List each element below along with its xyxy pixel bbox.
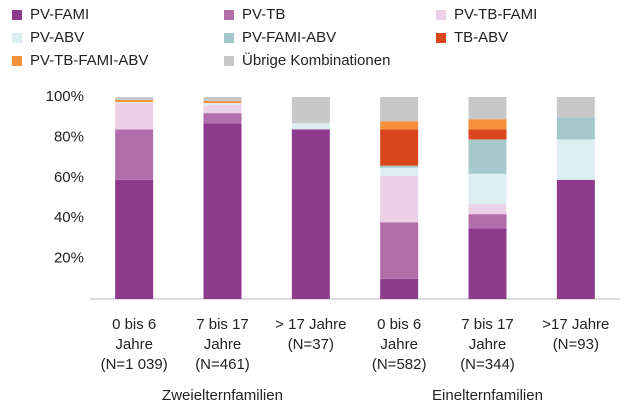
bar-segment bbox=[380, 175, 419, 223]
bar-segment bbox=[115, 103, 154, 130]
bar-segment bbox=[203, 113, 242, 124]
x-tick-label: 0 bis 6 bbox=[377, 316, 421, 333]
bar-segment bbox=[556, 117, 595, 140]
x-tick-label: Jahre bbox=[469, 336, 507, 353]
bar-segment bbox=[468, 228, 507, 299]
legend-label: PV-FAMI bbox=[30, 6, 89, 23]
x-tick-label: > 17 Jahre bbox=[275, 316, 346, 333]
bar-segment bbox=[468, 214, 507, 229]
bar-segment bbox=[380, 167, 419, 176]
bar-segment bbox=[291, 97, 330, 124]
legend-swatch bbox=[12, 10, 22, 20]
bar-segment bbox=[115, 129, 154, 180]
bar-segment bbox=[203, 123, 242, 299]
legend-label: PV-TB bbox=[242, 6, 285, 23]
group-label: Zweielternfamilien bbox=[162, 387, 283, 404]
legend-swatch bbox=[224, 10, 234, 20]
legend-swatch bbox=[12, 33, 22, 43]
bar-segment bbox=[203, 105, 242, 114]
x-tick-label: (N=1 039) bbox=[101, 356, 168, 373]
y-tick-label: 80% bbox=[54, 128, 84, 145]
x-tick-label: 7 bis 17 bbox=[196, 316, 249, 333]
legend-label: PV-FAMI-ABV bbox=[242, 29, 336, 46]
legend-swatch bbox=[436, 33, 446, 43]
bar-segment bbox=[380, 165, 419, 168]
bar-segment bbox=[556, 139, 595, 180]
bar-segment bbox=[380, 129, 419, 166]
bar-segment bbox=[203, 101, 242, 104]
x-tick-label: (N=37) bbox=[288, 336, 334, 353]
bar-segment bbox=[556, 97, 595, 118]
bar-segment bbox=[380, 222, 419, 279]
bar-segment bbox=[115, 100, 154, 103]
x-tick-label: (N=93) bbox=[553, 336, 599, 353]
bar-segment bbox=[291, 123, 330, 130]
x-tick-label: (N=461) bbox=[195, 356, 250, 373]
group-label: Einelternfamilien bbox=[432, 387, 543, 404]
x-tick-label: >17 Jahre bbox=[542, 316, 609, 333]
bar-segment bbox=[468, 97, 507, 120]
bar-segment bbox=[115, 102, 154, 104]
y-tick-label: 20% bbox=[54, 250, 84, 267]
bar-segment bbox=[203, 97, 242, 102]
legend-label: PV-ABV bbox=[30, 29, 84, 46]
bar-segment bbox=[380, 278, 419, 299]
x-tick-label: (N=582) bbox=[372, 356, 427, 373]
x-tick-label: Jahre bbox=[115, 336, 153, 353]
bar-segment bbox=[468, 119, 507, 130]
bar-segment bbox=[291, 129, 330, 299]
y-tick-label: 60% bbox=[54, 169, 84, 186]
bar-segment bbox=[115, 97, 154, 101]
x-tick-label: 7 bis 17 bbox=[461, 316, 514, 333]
legend-label: PV-TB-FAMI bbox=[454, 6, 537, 23]
legend-swatch bbox=[12, 56, 22, 66]
bar-segment bbox=[380, 121, 419, 130]
legend-label: PV-TB-FAMI-ABV bbox=[30, 52, 148, 69]
legend-label: Übrige Kombinationen bbox=[242, 51, 390, 69]
x-tick-label: 0 bis 6 bbox=[112, 316, 156, 333]
bar-segment bbox=[468, 129, 507, 140]
legend-swatch bbox=[224, 33, 234, 43]
bar-segment bbox=[468, 204, 507, 215]
x-tick-label: Jahre bbox=[204, 336, 242, 353]
bar-segment bbox=[468, 173, 507, 205]
bar-segment bbox=[380, 97, 419, 122]
legend-label: TB-ABV bbox=[454, 29, 508, 46]
x-tick-label: (N=344) bbox=[460, 356, 515, 373]
legend-swatch bbox=[436, 10, 446, 20]
bar-segment bbox=[115, 179, 154, 299]
legend-swatch bbox=[224, 56, 234, 66]
bar-segment bbox=[556, 179, 595, 299]
bar-segment bbox=[203, 103, 242, 106]
bar-segment bbox=[468, 139, 507, 174]
y-tick-label: 100% bbox=[46, 88, 84, 105]
x-tick-label: Jahre bbox=[380, 336, 418, 353]
y-tick-label: 40% bbox=[54, 209, 84, 226]
